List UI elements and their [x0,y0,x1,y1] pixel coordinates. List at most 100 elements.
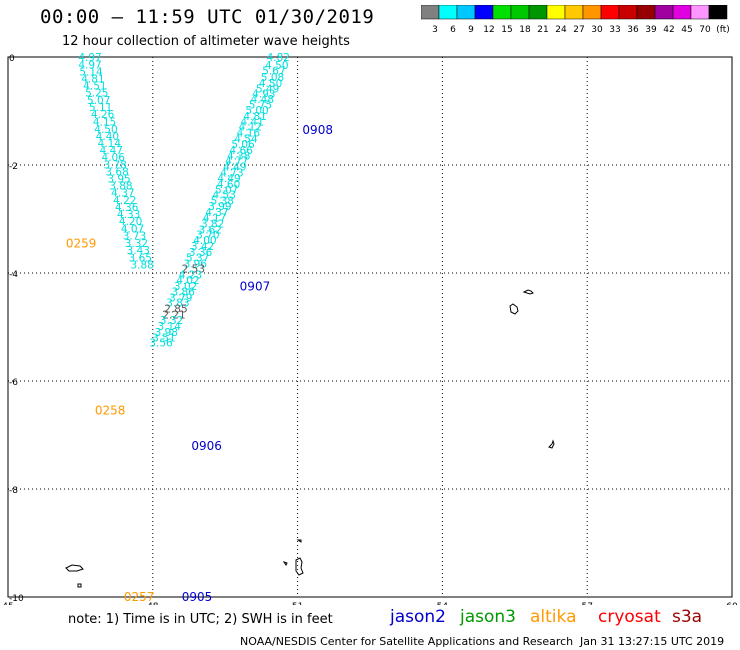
wave-height-value: 5.07 [87,95,110,107]
wave-height-value: 2.53 [182,264,205,276]
legend-jason3: jason3 [460,607,516,627]
wave-height-value: 3.73 [123,231,146,243]
wave-height-value: 4.49 [223,162,246,174]
wave-height-value: 3.70 [196,230,219,242]
wave-height-value: 4.97 [78,52,101,64]
plot-frame [7,56,733,598]
wave-height-value: 4.50 [265,60,288,72]
wave-height-value: 4.81 [81,74,104,86]
wave-height-value: 4.82 [267,52,290,64]
y-tick-label: -8 [9,486,18,496]
scale-label: 3 [432,25,438,35]
wave-height-value: 4.00 [193,235,216,247]
land-outline [282,561,288,566]
wave-height-value: 4.97 [78,60,101,72]
wave-height-value: 4.77 [225,156,248,168]
wave-height-value: 3.95 [107,174,130,186]
wave-height-value: 3.98 [155,327,178,339]
scale-label: 18 [519,25,531,35]
y-tick-label: -4 [9,270,18,280]
wave-height-value: 3.62 [199,224,222,236]
wave-height-value: 3.32 [160,315,183,327]
wave-height-value: 3.68 [105,166,128,178]
wave-height-value: 3.82 [201,218,224,230]
wave-height-value: 4.36 [115,202,139,214]
wave-height-value: 4.49 [217,173,240,185]
x-tick-label: 54 [437,602,449,605]
pass-time-label: 0908 [302,123,333,137]
wave-height-value: 4.12 [239,122,262,134]
wave-height-value: 4.66 [229,145,253,157]
wave-height-map: 4548515457600-2-4-6-8-104.824.505.675.08… [2,52,738,605]
wave-height-value: 3.88 [109,181,132,193]
wave-height-value: 4.17 [203,212,226,224]
pass-time-label: 0257 [124,590,155,604]
wave-height-value: 3.32 [125,238,148,250]
chart-subtitle: 12 hour collection of altimeter wave hei… [62,34,350,49]
land-outline [522,289,534,295]
x-tick-label: 45 [2,602,13,605]
wave-height-value: 3.83 [166,298,189,310]
x-tick-label: 48 [147,602,159,605]
footer-note: note: 1) Time is in UTC; 2) SWH is in fe… [68,612,333,627]
scale-swatch [708,5,728,20]
wave-height-value: 5.14 [79,67,103,79]
wave-height-value: 3.02 [174,281,197,293]
scale-label: 21 [537,25,548,35]
x-tick-label: 57 [581,602,592,605]
wave-height-value: 3.51 [152,332,175,344]
scale-label: 45 [681,25,692,35]
scale-label: 15 [501,25,512,35]
wave-height-value: 5.25 [85,88,108,100]
wave-height-value: 4.54 [234,134,258,146]
scale-label: 27 [573,25,584,35]
wave-height-value: 4.48 [251,94,274,106]
wave-height-value: 5.08 [261,72,284,84]
wave-height-value: 3.79 [169,292,192,304]
wave-height-value: 4.14 [98,138,122,150]
wave-height-value: 4.15 [93,116,116,128]
scale-label: 42 [663,25,674,35]
land-outline [295,557,304,576]
wave-height-value: 4.93 [252,89,275,101]
land-outline [548,439,555,449]
wave-height-value: 4.51 [83,81,106,93]
wave-height-value: 4.22 [113,195,136,207]
wave-height-value: 3.99 [208,201,231,213]
wave-height-value: 4.60 [217,179,240,191]
timestamp: Jan 31 13:27:15 UTC 2019 [580,635,725,648]
wave-height-value: 4.50 [259,78,282,90]
wave-height-value: 4.06 [102,152,126,164]
scale-label: 70 [699,25,711,35]
scale-label: 6 [450,25,456,35]
x-tick-label: 60 [726,602,738,605]
y-tick-label: -6 [9,378,18,388]
wave-height-value: 4.37 [111,188,134,200]
wave-height-value: 4.02 [176,275,199,287]
wave-height-value: 3.88 [130,259,153,271]
scale-label: 36 [627,25,639,35]
wave-height-value: 4.53 [213,190,236,202]
wave-height-value: 3.56 [149,338,173,350]
wave-height-value: 4.50 [94,124,117,136]
y-tick-label: -2 [9,162,18,172]
scale-label: 39 [645,25,657,35]
wave-height-value: 5.11 [89,102,112,114]
wave-height-value: 3.78 [103,159,126,171]
scale-label: 9 [468,25,474,35]
pass-time-label: 0906 [191,439,222,453]
wave-height-value: 5.49 [256,83,279,95]
wave-height-value: 4.81 [243,111,266,123]
scale-label: 12 [483,25,494,35]
wave-height-value: 4.47 [100,145,123,157]
wave-height-value: 5.67 [262,66,285,78]
wave-height-value: 5.06 [231,139,255,151]
wave-height-value: 3.65 [129,252,152,264]
wave-height-value: 4.33 [117,209,140,221]
wave-height-value: 3.86 [172,286,196,298]
x-tick-label: 51 [292,602,303,605]
land-outline [65,564,84,572]
scale-label: 24 [555,25,567,35]
wave-height-value: 4.37 [205,207,228,219]
wave-height-value: 4.40 [96,131,119,143]
